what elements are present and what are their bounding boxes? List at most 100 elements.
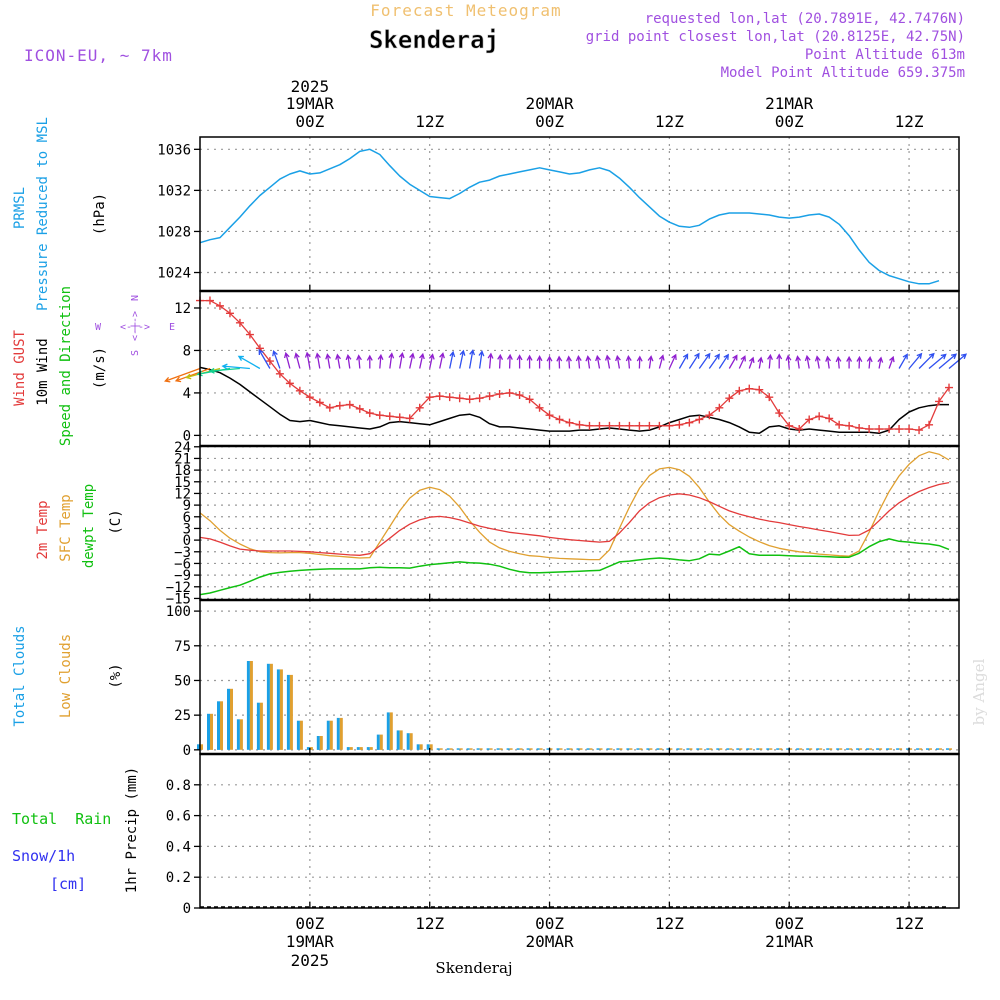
low-cloud-bar bbox=[779, 748, 783, 750]
gust-marker bbox=[625, 421, 634, 430]
total-cloud-bar bbox=[726, 748, 730, 750]
bottom-date-label: 20MAR bbox=[525, 932, 574, 951]
wind-arrow bbox=[888, 355, 895, 369]
gust-marker bbox=[715, 403, 724, 412]
ytick-label-temperature: 3 bbox=[183, 521, 191, 537]
ytick-label-wind: 8 bbox=[183, 343, 191, 359]
dewpoint-line bbox=[199, 538, 950, 596]
low-cloud-bar bbox=[579, 748, 583, 750]
low-cloud-bar bbox=[349, 747, 353, 750]
low-cloud-bar bbox=[819, 748, 823, 750]
total-cloud-bar bbox=[936, 748, 939, 750]
footer-location: Skenderaj bbox=[435, 959, 512, 977]
wind-arrow bbox=[506, 353, 513, 369]
ytick-label-precip: 0.4 bbox=[166, 839, 191, 855]
wind-arrow bbox=[804, 354, 811, 369]
total-cloud-bar bbox=[227, 688, 230, 750]
gust-marker bbox=[705, 411, 714, 420]
low-cloud-bar bbox=[749, 748, 753, 750]
gust-marker bbox=[905, 425, 914, 434]
gust-marker bbox=[505, 388, 514, 397]
low-cloud-bar bbox=[269, 663, 273, 750]
gust-marker bbox=[395, 413, 404, 422]
gust-marker bbox=[455, 394, 464, 403]
gust-marker bbox=[295, 386, 304, 395]
gust-marker bbox=[425, 393, 434, 402]
location-title: Skenderaj bbox=[369, 26, 499, 54]
gust-marker bbox=[525, 395, 534, 404]
top-time-label: 00Z bbox=[535, 112, 564, 131]
gust-marker bbox=[835, 420, 844, 429]
gust-marker bbox=[865, 425, 874, 434]
ytick-label-temperature: 21 bbox=[174, 451, 191, 467]
wind-arrow bbox=[708, 353, 720, 369]
low-cloud-bar bbox=[249, 661, 253, 750]
total-cloud-bar bbox=[306, 747, 310, 750]
wind-arrow bbox=[595, 354, 601, 369]
top-time-label: 00Z bbox=[775, 112, 804, 131]
total-cloud-bar bbox=[556, 748, 560, 750]
ytick-label-precip: 0.6 bbox=[166, 809, 191, 825]
bottom-date-label: 21MAR bbox=[765, 932, 814, 951]
gust-marker bbox=[495, 389, 504, 398]
total-cloud-bar bbox=[217, 701, 220, 750]
low-cloud-bar bbox=[839, 748, 843, 750]
wind-arrow bbox=[237, 355, 261, 370]
panel-frame-precip bbox=[199, 753, 960, 909]
low-cloud-bar bbox=[609, 748, 613, 750]
total-cloud-bar bbox=[896, 748, 900, 750]
prmsl-label: PRMSL bbox=[12, 187, 28, 229]
total-cloud-bar bbox=[666, 748, 670, 750]
snow-unit-legend: [cm] bbox=[50, 875, 86, 893]
total-cloud-bar bbox=[286, 674, 290, 750]
low-cloud-bar bbox=[519, 748, 523, 750]
gust-marker bbox=[645, 421, 654, 430]
gust-marker bbox=[415, 403, 424, 412]
gust-marker bbox=[935, 397, 944, 406]
gust-marker bbox=[635, 421, 644, 430]
wind-arrow bbox=[877, 356, 884, 369]
low-cloud-bar bbox=[709, 748, 713, 750]
ytick-label-pressure: 1032 bbox=[157, 183, 191, 199]
ytick-label-clouds: 25 bbox=[174, 708, 191, 724]
low-cloud-bar bbox=[619, 748, 623, 750]
low-cloud-bar bbox=[919, 748, 923, 750]
low-cloud-bar bbox=[489, 748, 493, 750]
wind-arrow bbox=[718, 353, 729, 369]
low-cloud-bar bbox=[739, 748, 743, 750]
total-cloud-bar bbox=[546, 748, 550, 750]
ytick-label-temperature: 0 bbox=[183, 533, 191, 549]
bottom-time-label: 12Z bbox=[895, 914, 924, 933]
credit-watermark: by Angel bbox=[970, 658, 988, 725]
total-cloud-bar bbox=[566, 748, 570, 750]
rain-legend: Total Rain bbox=[12, 810, 111, 828]
low-cloud-bar bbox=[409, 733, 413, 750]
low-cloud-bar bbox=[689, 748, 693, 750]
low-cloud-bar bbox=[759, 748, 763, 750]
low-cloud-bar bbox=[499, 748, 503, 750]
wind-arrow bbox=[516, 354, 523, 369]
total-cloud-bar bbox=[276, 669, 280, 750]
pressure-reduced-label: Pressure Reduced to MSL bbox=[35, 117, 51, 311]
wind-arrow bbox=[658, 354, 665, 369]
wind-arrow bbox=[767, 353, 773, 369]
gust-marker bbox=[915, 426, 924, 435]
ytick-label-pressure: 1028 bbox=[157, 224, 191, 240]
total-cloud-bar bbox=[906, 748, 910, 750]
wind-arrow bbox=[846, 355, 853, 369]
low-cloud-bar bbox=[399, 730, 403, 750]
wind-arrow bbox=[174, 367, 211, 383]
low-cloud-bar bbox=[220, 701, 223, 750]
total-cloud-bar bbox=[696, 748, 700, 750]
low-cloud-bar bbox=[829, 748, 833, 750]
temp-2m-line bbox=[199, 481, 950, 556]
total-cloud-bar bbox=[676, 748, 680, 750]
low-cloud-bar bbox=[459, 748, 463, 750]
total-cloud-bar bbox=[856, 748, 860, 750]
low-cloud-bar bbox=[259, 702, 263, 750]
total-cloud-bar bbox=[536, 748, 540, 750]
gust-marker bbox=[405, 414, 414, 423]
wind-arrow bbox=[795, 355, 802, 369]
panel-frame-clouds bbox=[199, 599, 960, 755]
low-cloud-bar bbox=[200, 744, 203, 750]
